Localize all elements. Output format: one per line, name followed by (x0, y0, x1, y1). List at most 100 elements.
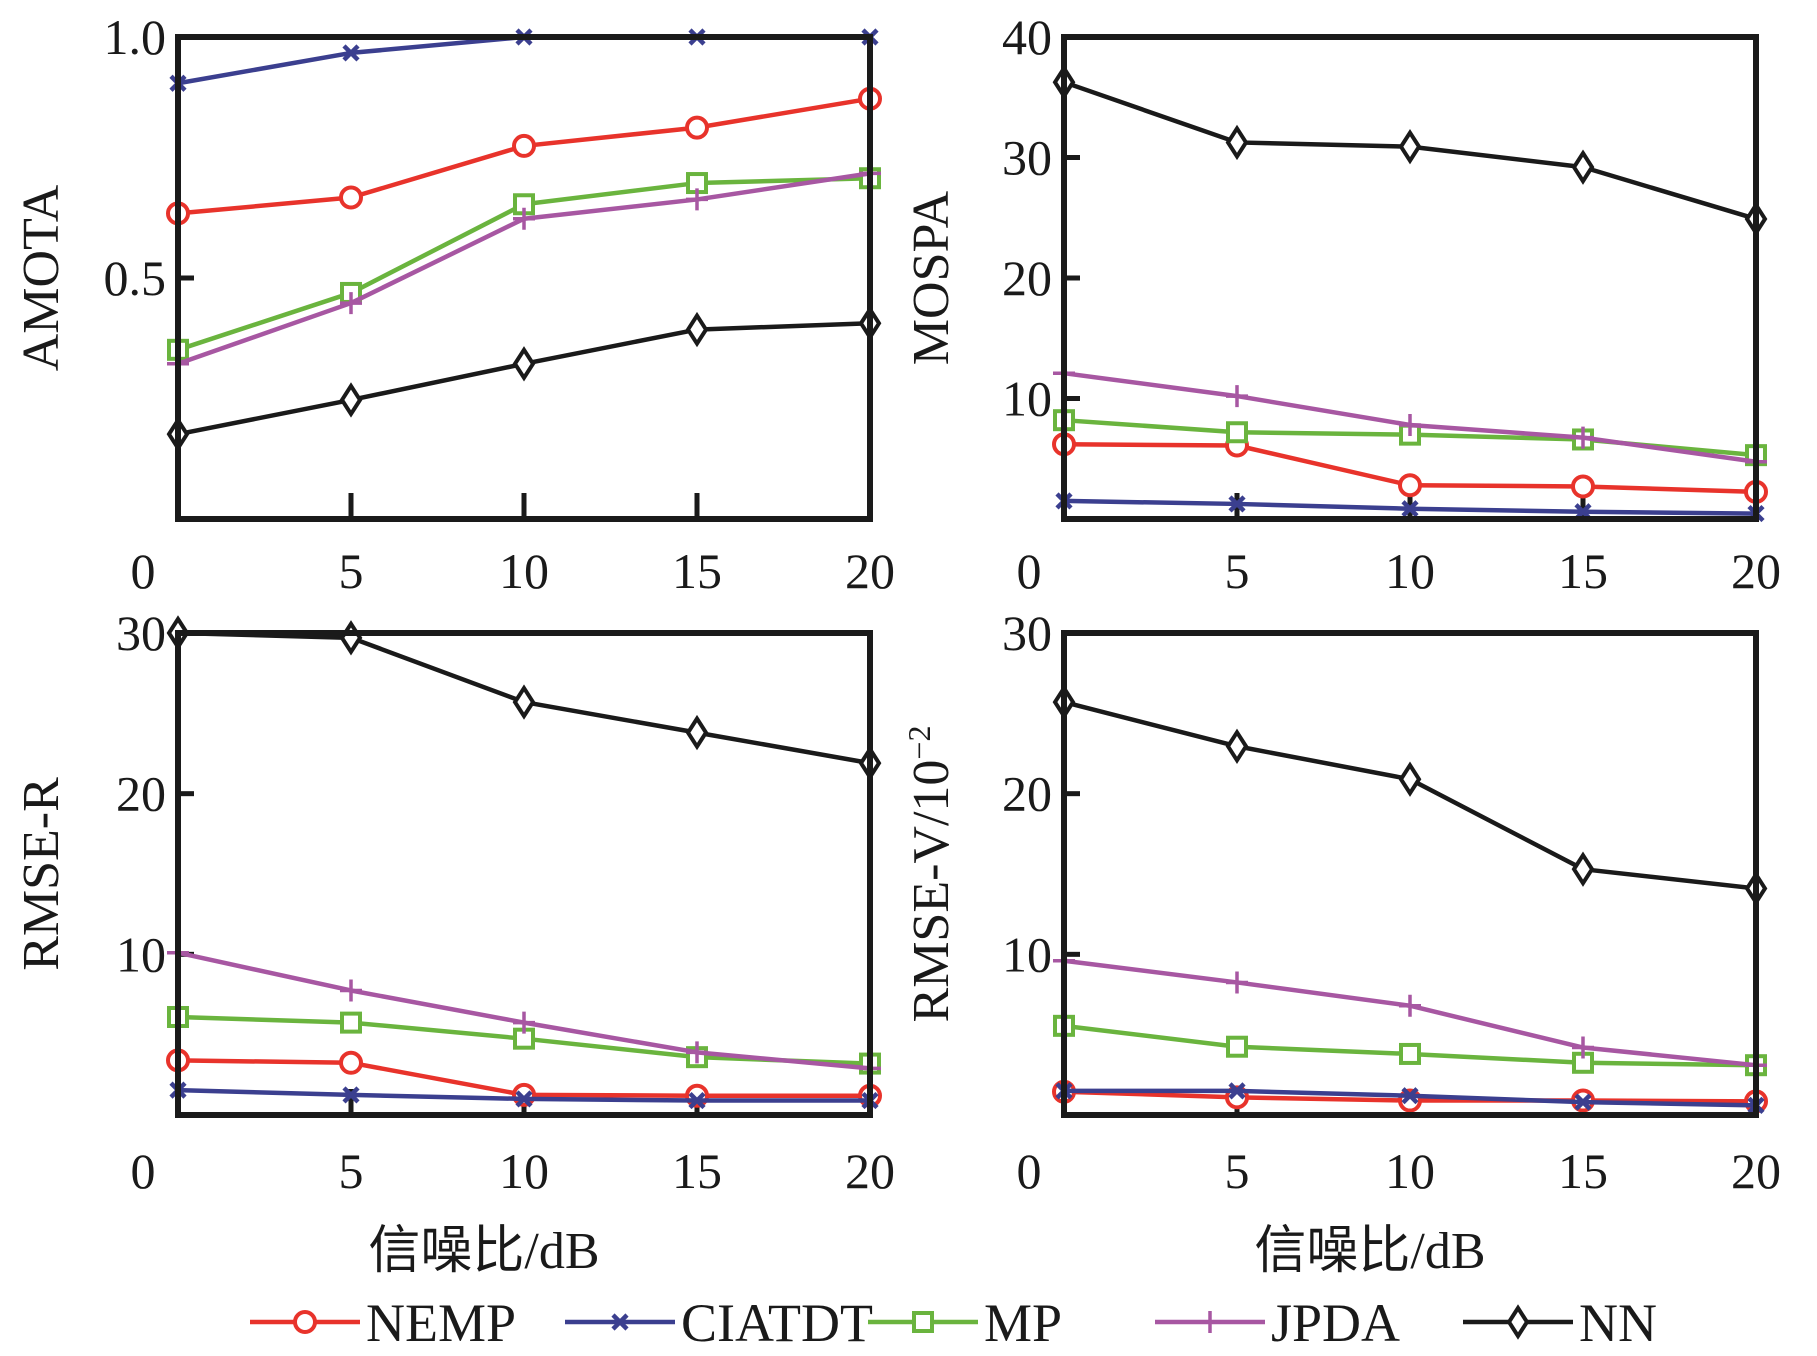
series-line-ciatdt (177, 34, 870, 86)
x-tick-label: 15 (1558, 543, 1608, 599)
data-point-nemp (1398, 473, 1422, 498)
data-point-ciatdt (688, 1091, 706, 1110)
data-point-mp (340, 1011, 362, 1034)
x-tick-label: 20 (845, 543, 895, 599)
x-tick-label: 0 (131, 543, 156, 599)
plot-frame (175, 34, 873, 522)
data-point-jpda (1226, 385, 1248, 408)
data-point-nn (512, 346, 536, 382)
y-tick-label: 20 (1002, 766, 1052, 822)
data-point-nn (685, 714, 709, 751)
series-line-jpda (177, 950, 871, 1071)
series-jpda (1053, 362, 1767, 473)
plot-frame (1061, 34, 1759, 522)
data-point-nn (339, 382, 363, 418)
data-point-nn (1225, 728, 1249, 764)
y-tick-label: 10 (1002, 926, 1052, 982)
x-tick-label: 20 (845, 1143, 895, 1199)
data-point-nemp (512, 133, 536, 158)
data-point-nemp (339, 1050, 363, 1075)
data-point-jpda (340, 979, 362, 1002)
data-point-ciatdt (515, 1090, 533, 1108)
x-tick-label: 10 (499, 543, 549, 599)
y-tick-label: 10 (116, 926, 166, 982)
data-point-ciatdt (342, 44, 360, 62)
data-point-ciatdt (1401, 1087, 1419, 1105)
y-tick-label: 10 (1002, 371, 1052, 427)
y-axis-label: RMSE-V/10−2 (901, 726, 960, 1023)
x-tick-label: 10 (1385, 543, 1435, 599)
series-nemp (1052, 432, 1768, 504)
data-point-ciatdt (1401, 500, 1419, 518)
y-tick-label: 30 (116, 605, 166, 661)
data-point-nn (1398, 128, 1422, 165)
data-point-jpda (1226, 971, 1248, 994)
legend-item-nemp: NEMP (250, 1293, 516, 1353)
data-point-nemp (1571, 474, 1595, 499)
data-point-nn (1398, 761, 1422, 797)
x-tick-label: 10 (499, 1143, 549, 1199)
plot-frame (175, 630, 873, 1118)
data-point-jpda (1399, 414, 1421, 437)
legend-label: NN (1579, 1293, 1657, 1353)
data-point-jpda (686, 1041, 708, 1064)
y-axis-label: RMSE-R (13, 777, 70, 971)
x-tick-label: 20 (1731, 543, 1781, 599)
legend-marker-circle-icon (293, 1310, 317, 1334)
data-point-ciatdt (1574, 1093, 1592, 1111)
x-tick-label: 15 (672, 543, 722, 599)
data-point-nn (685, 311, 709, 348)
series-jpda (167, 941, 881, 1080)
data-point-nn (512, 684, 536, 720)
series-nn (166, 615, 882, 781)
data-point-jpda (686, 188, 708, 211)
x-tick-label: 20 (1731, 1143, 1781, 1199)
legend-label: JPDA (1271, 1293, 1400, 1353)
y-axis-label: MOSPA (903, 190, 960, 365)
x-tick-label: 15 (1558, 1143, 1608, 1199)
x-tick-label: 0 (1017, 543, 1042, 599)
legend-item-ciatdt: CIATDT (565, 1293, 873, 1353)
chart-panel-bottom-left: 0 5 10 15 20 10 20 30 RMSE-R 信噪比/dB (13, 605, 895, 1280)
data-point-jpda (513, 207, 535, 230)
x-axis-label: 信噪比/dB (1254, 1223, 1485, 1280)
legend-marker-diamond-icon (1506, 1304, 1530, 1340)
chart-panel-top-left: 0 5 10 15 20 0.5 1.0 AMOTA (13, 9, 895, 599)
series-nn (1052, 684, 1768, 907)
data-point-nemp (339, 185, 363, 210)
data-point-jpda (1399, 994, 1421, 1017)
y-axis-label: AMOTA (13, 184, 70, 371)
series-nn (1052, 64, 1768, 237)
x-tick-label: 5 (1225, 1143, 1250, 1199)
x-tick-label: 0 (1017, 1143, 1042, 1199)
data-point-jpda (1572, 1036, 1594, 1059)
y-tick-label: 40 (1002, 9, 1052, 65)
data-point-jpda (1572, 426, 1594, 449)
data-point-jpda (340, 292, 362, 315)
legend-item-jpda: JPDA (1155, 1293, 1400, 1353)
y-tick-label: 30 (1002, 605, 1052, 661)
y-axis-label-superscript: −2 (901, 726, 937, 760)
data-point-mp (1399, 1042, 1421, 1065)
series-mp (1053, 1014, 1767, 1077)
x-tick-label: 0 (131, 1143, 156, 1199)
data-point-nemp (685, 115, 709, 140)
legend-marker-x-icon (611, 1313, 629, 1331)
data-point-ciatdt (1228, 495, 1246, 513)
y-tick-label: 20 (1002, 250, 1052, 306)
chart-panel-top-right: 0 5 10 15 20 10 20 30 40 MOSPA (903, 9, 1781, 599)
data-point-mp (1226, 421, 1248, 444)
data-point-ciatdt (1228, 1082, 1246, 1100)
y-tick-label: 20 (116, 766, 166, 822)
data-point-ciatdt (342, 1086, 360, 1104)
x-axis-label: 信噪比/dB (368, 1223, 599, 1280)
data-point-jpda (513, 1011, 535, 1034)
x-tick-label: 10 (1385, 1143, 1435, 1199)
plot-frame (1061, 630, 1759, 1118)
data-point-nn (339, 620, 363, 656)
legend-item-nn: NN (1463, 1293, 1657, 1353)
legend-label: NEMP (366, 1293, 516, 1353)
legend-item-mp: MP (868, 1293, 1062, 1353)
legend: NEMP CIATDT MP JPDA NN (250, 1293, 1657, 1353)
